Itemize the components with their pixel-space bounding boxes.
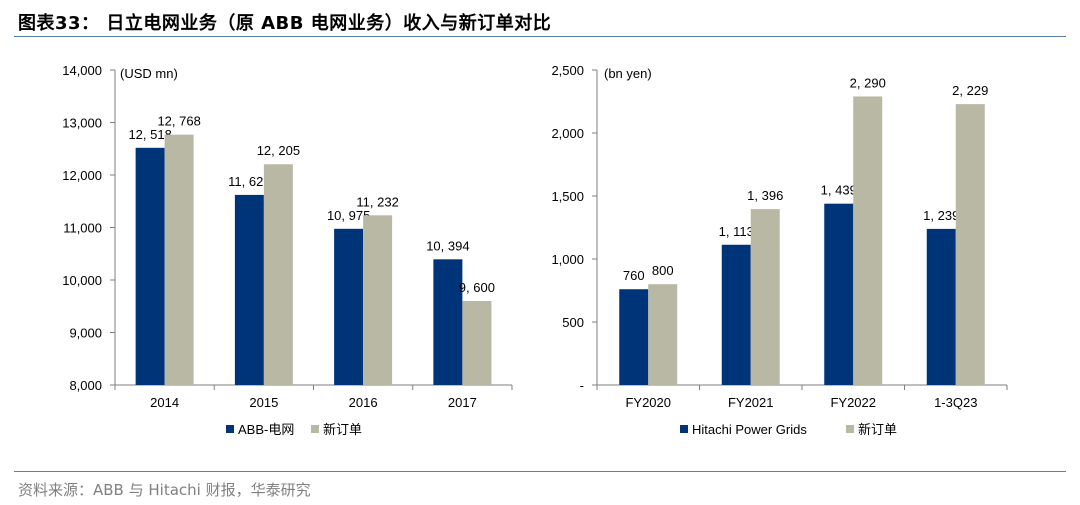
title-rule [14, 36, 1066, 37]
source-note: 资料来源：ABB 与 Hitachi 财报，华泰研究 [18, 481, 311, 499]
data-label: 1, 239 [923, 208, 959, 223]
x-tick-label: FY2021 [728, 395, 774, 410]
y-tick-label: 12,000 [62, 168, 102, 183]
x-tick-label: FY2020 [625, 395, 671, 410]
bar-revenue [824, 203, 854, 385]
x-tick-label: 2015 [249, 395, 278, 410]
y-tick-label: 8,000 [69, 378, 102, 393]
bar-revenue [334, 228, 364, 385]
bar-revenue [135, 147, 165, 385]
y-tick-label: 14,000 [62, 63, 102, 78]
legend-swatch [680, 425, 688, 433]
legend-swatch [226, 425, 234, 433]
data-label: 1, 396 [747, 188, 783, 203]
bar-revenue [926, 228, 956, 385]
legend-label: Hitachi Power Grids [692, 422, 807, 437]
bar-new-orders [648, 284, 678, 385]
y-tick-label: 11,000 [63, 221, 102, 236]
y-tick-label: 2,500 [551, 63, 584, 78]
bar-new-orders [263, 164, 293, 385]
data-label: 10, 975 [327, 208, 370, 223]
x-tick-label: 2016 [349, 395, 378, 410]
data-label: 12, 768 [157, 114, 200, 129]
bar-new-orders [853, 96, 883, 386]
data-label: 1, 439 [821, 183, 857, 198]
y-tick-label: 1,500 [551, 189, 584, 204]
y-tick-label: 2,000 [551, 126, 584, 141]
bar-new-orders [955, 104, 985, 386]
x-tick-label: FY2022 [830, 395, 876, 410]
y-tick-label: 500 [562, 315, 584, 330]
legend-swatch [846, 425, 854, 433]
figure-title: 图表33： 日立电网业务（原 ABB 电网业务）收入与新订单对比 [18, 13, 552, 34]
legend-label: 新订单 [323, 422, 362, 437]
bar-revenue [433, 259, 463, 385]
chart-hitachi-power-grids-revenue-orders: - 500 1,000 1,500 2,000 2,500 (bn yen) FY2020 76… [551, 63, 1008, 437]
legend-label: 新订单 [858, 422, 897, 437]
y-tick-label: - [580, 378, 584, 393]
bar-revenue [721, 244, 751, 385]
legend-label: ABB-电网 [238, 422, 294, 437]
bar-new-orders [164, 134, 194, 385]
bar-new-orders [462, 301, 492, 385]
bar-revenue [234, 194, 264, 385]
bar-revenue [619, 289, 649, 385]
data-label: 2, 229 [952, 83, 988, 98]
unit-label: (bn yen) [604, 66, 652, 81]
data-label: 800 [652, 263, 674, 278]
source-rule [14, 471, 1066, 472]
unit-label: (USD mn) [120, 66, 178, 81]
data-label: 760 [623, 268, 645, 283]
data-label: 9, 600 [459, 280, 495, 295]
y-tick-label: 10,000 [62, 273, 102, 288]
legend-swatch [311, 425, 319, 433]
bar-new-orders [363, 215, 393, 385]
data-label: 12, 205 [257, 143, 300, 158]
y-tick-label: 13,000 [62, 116, 102, 131]
data-label: 1, 113 [719, 224, 754, 239]
data-label: 11, 621 [228, 174, 270, 189]
bar-new-orders [750, 209, 780, 385]
data-label: 12, 518 [128, 127, 171, 142]
data-label: 2, 290 [850, 75, 886, 90]
x-tick-label: 2014 [150, 395, 179, 410]
x-tick-label: 1-3Q23 [934, 395, 977, 410]
y-tick-label: 1,000 [551, 252, 584, 267]
y-tick-label: 9,000 [69, 326, 102, 341]
chart-abb-grid-revenue-orders: 8,000 9,000 10,000 11,000 12,000 13,000 14,000… [62, 63, 513, 437]
data-label: 10, 394 [426, 238, 469, 253]
data-label: 11, 232 [356, 194, 398, 209]
x-tick-label: 2017 [448, 395, 477, 410]
